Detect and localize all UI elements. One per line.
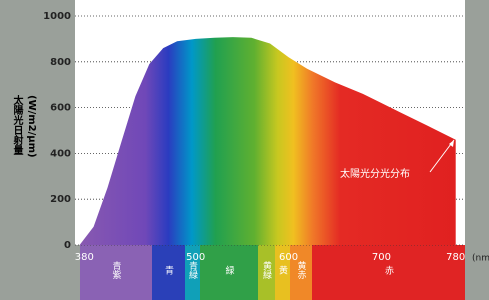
x-tick-label: 780 (446, 252, 465, 263)
band-label: 黄緑 (261, 260, 272, 279)
x-tick-label: 500 (186, 252, 205, 263)
band-label: 黄 (277, 264, 288, 275)
y-tick-label: 1000 (43, 11, 71, 22)
y-tick-label: 600 (50, 103, 71, 114)
annotation: 太陽光分光分布 (340, 167, 410, 180)
band-label: 赤 (383, 265, 394, 274)
x-tick-label: 380 (75, 252, 94, 263)
band-label: 緑 (224, 264, 235, 274)
y-tick-label: 800 (50, 57, 71, 68)
x-tick-label: 600 (279, 252, 298, 263)
y-tick-label: 400 (50, 148, 71, 159)
chart: 太陽光日射量 (W/m2/μm) (nm) 青紫青青緑緑黄緑黄黄赤赤020040… (0, 0, 489, 300)
band-label: 青紫 (111, 260, 122, 279)
x-axis-unit: (nm) (472, 254, 489, 264)
y-axis-unit: (W/m2/μm) (26, 95, 37, 158)
y-tick-label: 200 (50, 194, 71, 205)
y-tick-label: 0 (64, 240, 71, 251)
x-tick-label: 700 (372, 252, 391, 263)
band-label: 青 (163, 264, 174, 275)
